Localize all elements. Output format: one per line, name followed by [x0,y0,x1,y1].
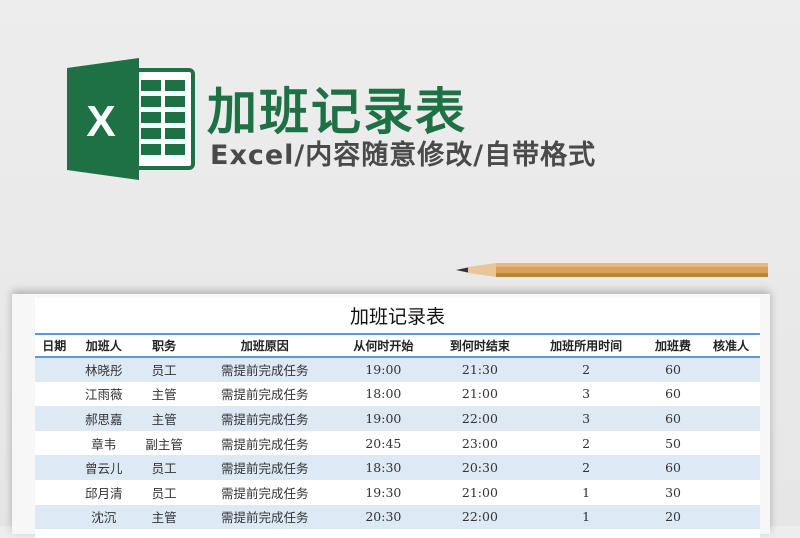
table-cell[interactable]: 主管 [151,387,177,403]
table-cell[interactable]: 22:00 [461,410,498,426]
table-cell[interactable]: 需提前完成任务 [220,363,309,379]
table-cell[interactable]: 60 [665,460,681,476]
table-row: 曾云儿 员工 需提前完成任务 18:30 20:30 2 60 [35,455,760,480]
table-cell[interactable]: 60 [665,386,681,402]
table-row: 林晓彤 员工 需提前完成任务 19:00 21:30 2 60 [35,357,760,382]
table-cell[interactable] [35,505,74,530]
pencil-icon [456,263,768,277]
table-cell[interactable]: 1 [582,509,591,525]
column-header: 加班人 [85,339,122,353]
table-cell[interactable] [702,406,760,431]
table-cell[interactable]: 需提前完成任务 [220,461,309,477]
table-cell[interactable]: 林晓彤 [85,363,123,379]
table-cell[interactable]: 19:30 [365,484,402,500]
table-cell[interactable]: 2 [582,362,591,378]
column-header: 加班原因 [240,339,289,353]
table-cell[interactable] [702,505,760,530]
table-cell[interactable]: 2 [582,460,591,476]
table-cell[interactable]: 需提前完成任务 [220,436,309,452]
table-cell[interactable] [35,431,74,456]
table-cell[interactable]: 50 [665,435,681,451]
table-cell[interactable] [702,431,760,456]
column-header: 职务 [152,339,177,353]
table-row: 郝思嘉 主管 需提前完成任务 19:00 22:00 3 60 [35,406,760,431]
svg-text:X: X [86,97,115,146]
table-cell[interactable]: 员工 [151,485,177,501]
table-cell[interactable]: 需提前完成任务 [220,510,309,526]
table-cell[interactable]: 22:00 [461,509,498,525]
table-cell[interactable]: 副主管 [145,436,183,452]
table-cell[interactable]: 3 [582,386,591,402]
table-cell[interactable] [35,455,74,480]
table-row: 邱月清 员工 需提前完成任务 19:30 21:00 1 30 [35,480,760,505]
table-cell[interactable]: 需提前完成任务 [220,485,309,501]
table-cell[interactable] [35,382,74,407]
table-cell[interactable]: 需提前完成任务 [220,387,309,403]
overtime-table: 日期 加班人 职务 加班原因 从何时开始 到何时结束 加班所用时间 加班费 核准人 林晓彤 员工需… [35,333,760,530]
table-cell[interactable]: 需提前完成任务 [220,411,309,427]
table-cell[interactable]: 21:00 [461,386,498,402]
table-row: 沈沉 主管 需提前完成任务 20:30 22:00 1 20 [35,504,760,530]
table-cell[interactable]: 60 [665,362,681,378]
column-header: 日期 [42,339,67,353]
table-cell[interactable] [702,357,760,382]
table-cell[interactable] [702,480,760,505]
table-cell[interactable]: 主管 [151,510,177,526]
table-cell[interactable]: 23:00 [461,435,498,451]
page-title: 加班记录表 [207,83,467,141]
table-cell[interactable]: 60 [665,410,681,426]
sheet-title: 加班记录表 [349,306,445,328]
column-header: 加班所用时间 [550,339,623,353]
table-cell[interactable]: 沈沉 [91,510,117,526]
table-cell[interactable]: 18:30 [365,460,402,476]
table-row: 江雨薇 主管 需提前完成任务 18:00 21:00 3 60 [35,382,760,407]
table-cell[interactable]: 主管 [151,411,177,427]
table-cell[interactable] [702,382,760,407]
table-cell[interactable]: 20:45 [365,435,402,451]
column-header: 从何时开始 [353,339,414,353]
column-header: 加班费 [655,339,692,353]
table-cell[interactable]: 2 [582,435,591,451]
table-cell[interactable]: 21:00 [461,484,498,500]
excel-logo-icon: X [67,58,195,180]
table-cell[interactable]: 20 [665,509,681,525]
column-header: 到何时结束 [449,339,510,353]
table-cell[interactable]: 员工 [151,461,177,477]
table-cell[interactable]: 18:00 [365,386,402,402]
table-cell[interactable]: 邱月清 [85,485,123,501]
table-cell[interactable] [702,455,760,480]
table-cell[interactable]: 19:00 [365,362,402,378]
table-cell[interactable]: 20:30 [365,509,402,525]
table-cell[interactable]: 章韦 [91,436,117,452]
page-subtitle: Excel/内容随意修改/自带格式 [210,140,597,171]
table-cell[interactable] [35,357,74,382]
column-header: 核准人 [712,339,749,353]
table-cell[interactable]: 3 [582,410,591,426]
table-row: 章韦 副主管 需提前完成任务 20:45 23:00 2 50 [35,431,760,456]
table-cell[interactable]: 员工 [151,363,177,379]
table-cell[interactable]: 曾云儿 [85,461,123,477]
spreadsheet: 加班记录表 日期 加班人 职务 加班原因 从何时开始 到何时结束 加班所用时间 加班费 核准人 … [35,298,760,538]
table-cell[interactable]: 1 [582,484,591,500]
table-cell[interactable]: 江雨薇 [85,387,123,403]
table-cell[interactable] [35,480,74,505]
table-cell[interactable]: 30 [665,484,681,500]
table-cell[interactable]: 21:30 [461,362,498,378]
table-cell[interactable]: 郝思嘉 [85,411,123,427]
table-cell[interactable]: 19:00 [365,410,402,426]
table-cell[interactable]: 20:30 [461,460,498,476]
table-cell[interactable] [35,406,74,431]
